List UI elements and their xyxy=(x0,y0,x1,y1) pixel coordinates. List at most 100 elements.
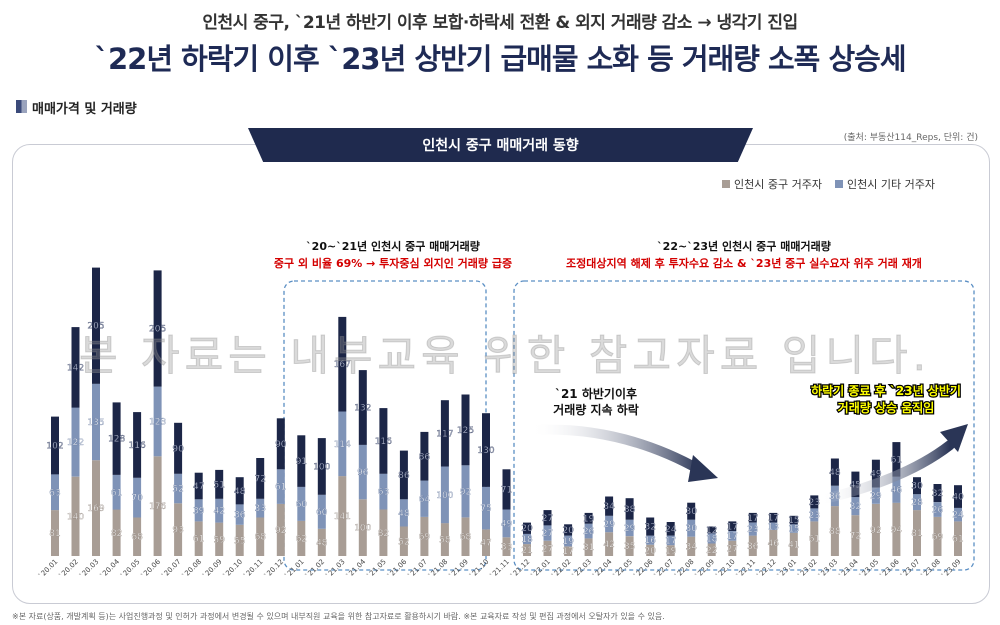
x-tick-label: `21.01 xyxy=(283,558,305,580)
bar-segment-series1 xyxy=(646,544,655,556)
bar-segment-series2 xyxy=(317,494,326,529)
up-trend-label-2: 거래량 상승 움직임 xyxy=(838,400,935,415)
data-label-series3: 48 xyxy=(829,468,841,478)
bar-segment-series1 xyxy=(707,543,716,556)
data-label-series2: 52 xyxy=(172,485,183,495)
bar-segment-series3 xyxy=(235,477,244,505)
data-label-series2: 19 xyxy=(562,537,574,547)
data-label-series1: 17 xyxy=(562,547,573,557)
bar-segment-series3 xyxy=(728,521,737,531)
bar-segment-series3 xyxy=(112,402,121,475)
data-label-series2: 46 xyxy=(891,486,903,496)
data-label-series3: 20 xyxy=(562,526,574,536)
bar-segment-series3 xyxy=(215,469,224,499)
bar-segment-series2 xyxy=(153,386,162,457)
bar-segment-series3 xyxy=(687,502,696,520)
data-label-series3: 12 xyxy=(706,526,717,536)
data-label-series2: 49 xyxy=(501,519,513,529)
data-label-series3: 116 xyxy=(129,441,146,451)
data-label-series1: 61 xyxy=(809,535,820,545)
bar-segment-series3 xyxy=(276,418,285,470)
data-label-series3: 142 xyxy=(67,363,84,373)
down-trend-label-1: `21 하반기이후 xyxy=(555,386,637,401)
chart-legend: 인천시 중구 거주자 인천시 기타 거주자 xyxy=(722,177,935,191)
data-label-series2: 42 xyxy=(213,507,224,517)
bar-segment-series3 xyxy=(317,438,326,495)
bar-segment-series1 xyxy=(851,515,860,556)
data-label-series2: 24 xyxy=(952,511,964,521)
bar-segment-series3 xyxy=(851,471,860,498)
bar-segment-series2 xyxy=(502,509,511,538)
data-label-series1: 19 xyxy=(665,547,677,557)
bar-segment-series1 xyxy=(153,456,162,556)
x-tick-label: `22.04 xyxy=(591,557,614,580)
x-tick-label: `22.09 xyxy=(694,558,716,580)
bar-segment-series3 xyxy=(51,416,59,475)
x-tick-label: `23.04 xyxy=(838,557,861,580)
bar-segment-series2 xyxy=(584,523,593,539)
bar-segment-series1 xyxy=(420,516,429,556)
bar-segment-series3 xyxy=(892,442,901,477)
bar-segment-series1 xyxy=(112,509,121,556)
annotation-box1-text: 중구 외 비율 69% → 투자중심 외지인 거래량 급증 xyxy=(274,256,512,270)
x-tick-label: `21.02 xyxy=(304,558,326,580)
x-tick-label: `20.04 xyxy=(99,557,122,580)
data-label-series1: 69 xyxy=(419,533,431,543)
data-label-series1: 100 xyxy=(354,524,371,534)
bar-segment-series1 xyxy=(358,499,367,556)
data-label-series3: 100 xyxy=(313,463,330,473)
bar-segment-series1 xyxy=(605,532,614,556)
data-label-series3: 167 xyxy=(334,360,351,370)
data-label-series1: 68 xyxy=(254,533,266,543)
x-tick-label: `21.12 xyxy=(509,558,531,580)
x-tick-label: `21.08 xyxy=(427,558,449,580)
data-label-series1: 48 xyxy=(316,538,328,548)
data-label-series2: 100 xyxy=(436,491,453,501)
data-label-series3: 15 xyxy=(788,516,799,526)
x-tick-label: `22.08 xyxy=(673,558,695,580)
down-trend-arrow-head-icon xyxy=(688,455,718,482)
bar-segment-series2 xyxy=(892,476,901,503)
page-title: `22년 하락기 이후 `23년 상반기 급매물 소화 등 거래량 소폭 상승세 xyxy=(94,42,907,76)
bar-segment-series1 xyxy=(584,538,593,556)
bar-segment-series1 xyxy=(913,510,921,556)
x-tick-label: `20.02 xyxy=(58,558,80,580)
x-tick-label: `20.10 xyxy=(222,558,244,580)
data-label-series1: 59 xyxy=(213,535,225,545)
data-label-series3: 32 xyxy=(932,489,943,499)
data-label-series3: 17 xyxy=(768,514,779,524)
x-tick-label: `21.06 xyxy=(386,557,409,580)
data-label-series1: 27 xyxy=(542,544,553,554)
bar-segment-series1 xyxy=(564,546,573,556)
data-label-series1: 68 xyxy=(460,533,472,543)
data-label-series1: 20 xyxy=(644,546,656,556)
bar-segment-series1 xyxy=(830,506,839,556)
data-label-series3: 24 xyxy=(665,525,677,535)
data-label-series1: 34 xyxy=(685,542,697,552)
data-label-series2: 61 xyxy=(275,483,286,493)
data-label-series1: 94 xyxy=(891,525,903,535)
data-label-series3: 130 xyxy=(477,446,494,456)
data-label-series1: 72 xyxy=(850,532,861,542)
data-label-series2: 18 xyxy=(706,534,718,544)
data-label-series2: 17 xyxy=(727,532,738,542)
data-label-series2: 92 xyxy=(460,487,471,497)
bar-segment-series2 xyxy=(399,499,408,527)
data-label-series2: 13 xyxy=(768,522,779,532)
legend-label-series2: 인천시 기타 거주자 xyxy=(847,177,935,191)
bar-segment-series3 xyxy=(523,522,531,534)
data-label-series1: 169 xyxy=(87,504,104,514)
bar-segment-series2 xyxy=(523,533,531,545)
bar-segment-series1 xyxy=(954,521,962,556)
bar-segment-series2 xyxy=(543,525,552,541)
bar-segment-series3 xyxy=(379,408,388,474)
data-label-series3: 205 xyxy=(87,322,104,332)
x-tick-label: `21.11 xyxy=(489,558,511,580)
bar-segment-series3 xyxy=(338,316,347,412)
bar-segment-series2 xyxy=(769,522,778,530)
data-label-series2: 61 xyxy=(111,488,122,498)
bar-segment-series3 xyxy=(625,498,634,520)
data-label-series1: 41 xyxy=(788,540,799,550)
page-subtitle: 인천시 중구, `21년 하반기 이후 보합·하락세 전환 & 외지 거래량 감… xyxy=(202,13,798,33)
data-label-series2: 36 xyxy=(234,511,246,521)
